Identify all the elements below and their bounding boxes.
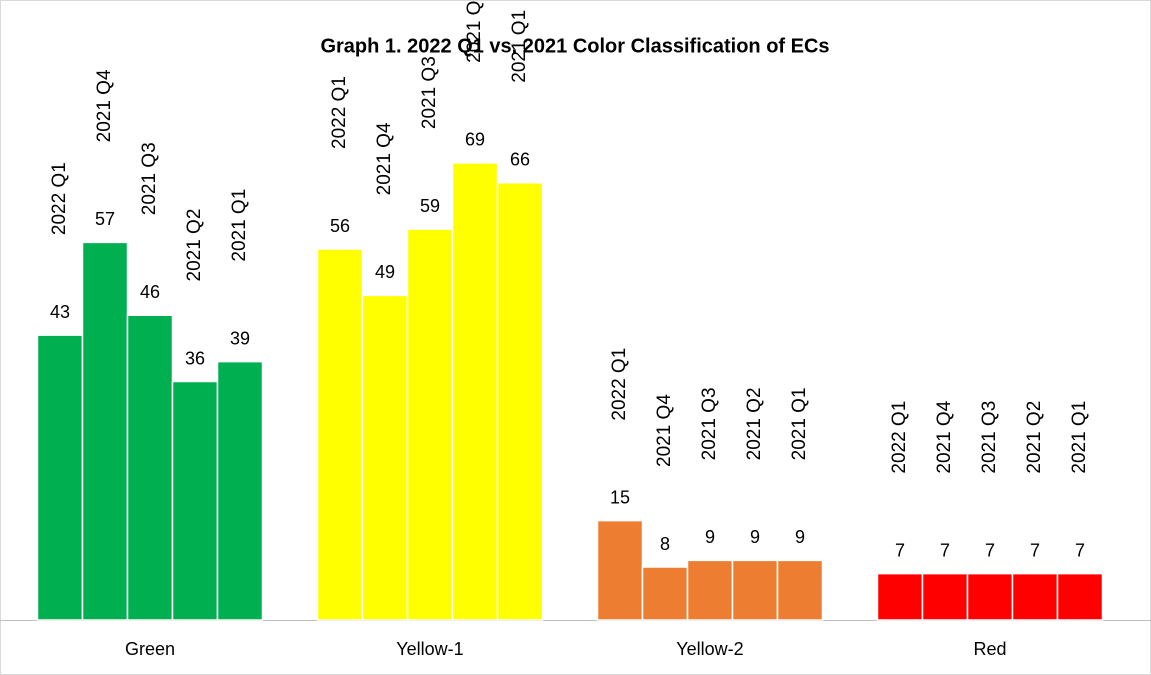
series-label: 2021 Q2 xyxy=(1024,401,1045,474)
series-label: 2022 Q1 xyxy=(609,348,630,421)
series-label: 2021 Q2 xyxy=(464,0,485,63)
value-label: 7 xyxy=(1030,540,1040,560)
series-label: 2021 Q1 xyxy=(509,10,530,83)
bar xyxy=(776,559,824,621)
x-tick-label: Yellow-2 xyxy=(676,639,743,659)
x-tick-label: Yellow-1 xyxy=(396,639,463,659)
bar xyxy=(216,360,264,621)
series-label: 2021 Q2 xyxy=(184,209,205,282)
series-label: 2021 Q2 xyxy=(744,387,765,460)
value-label: 7 xyxy=(1075,540,1085,560)
bar xyxy=(496,182,544,621)
value-label: 59 xyxy=(420,196,440,216)
value-label: 9 xyxy=(750,527,760,547)
bar xyxy=(876,572,924,621)
series-label: 2021 Q4 xyxy=(94,69,115,142)
series-label: 2021 Q3 xyxy=(419,56,440,129)
bar xyxy=(451,162,499,621)
value-label: 7 xyxy=(940,540,950,560)
bar xyxy=(686,559,734,621)
bar xyxy=(966,572,1014,621)
series-label: 2021 Q3 xyxy=(699,387,720,460)
value-label: 9 xyxy=(795,527,805,547)
bar xyxy=(171,380,219,621)
series-label: 2021 Q3 xyxy=(139,142,160,215)
bar xyxy=(406,228,454,621)
series-label: 2021 Q4 xyxy=(654,394,675,467)
bar xyxy=(126,314,174,621)
value-label: 46 xyxy=(140,282,160,302)
series-label: 2022 Q1 xyxy=(329,76,350,149)
value-label: 66 xyxy=(510,150,530,170)
bar xyxy=(921,572,969,621)
bar xyxy=(361,294,409,621)
bar xyxy=(1011,572,1059,621)
bar xyxy=(641,566,689,621)
value-label: 8 xyxy=(660,534,670,554)
bar xyxy=(1056,572,1104,621)
bar xyxy=(36,334,84,621)
series-label: 2021 Q4 xyxy=(374,122,395,195)
series-label: 2021 Q1 xyxy=(789,387,810,460)
series-label: 2022 Q1 xyxy=(889,401,910,474)
x-tick-label: Red xyxy=(973,639,1006,659)
value-label: 39 xyxy=(230,328,250,348)
value-label: 43 xyxy=(50,302,70,322)
value-label: 9 xyxy=(705,527,715,547)
value-label: 69 xyxy=(465,130,485,150)
x-tick-label: Green xyxy=(125,639,175,659)
value-label: 56 xyxy=(330,216,350,236)
bar xyxy=(596,519,644,621)
series-label: 2022 Q1 xyxy=(49,162,70,235)
series-label: 2021 Q4 xyxy=(934,400,955,473)
value-label: 36 xyxy=(185,348,205,368)
value-label: 7 xyxy=(895,540,905,560)
series-label: 2021 Q1 xyxy=(1069,401,1090,474)
bar xyxy=(731,559,779,621)
value-label: 15 xyxy=(610,487,630,507)
value-label: 7 xyxy=(985,540,995,560)
value-label: 57 xyxy=(95,209,115,229)
series-label: 2021 Q1 xyxy=(229,189,250,262)
series-label: 2021 Q3 xyxy=(979,401,1000,474)
bar xyxy=(316,248,364,621)
value-label: 49 xyxy=(375,262,395,282)
chart-title: Graph 1. 2022 Q1 vs. 2021 Color Classifi… xyxy=(320,35,829,57)
bar xyxy=(81,241,129,621)
